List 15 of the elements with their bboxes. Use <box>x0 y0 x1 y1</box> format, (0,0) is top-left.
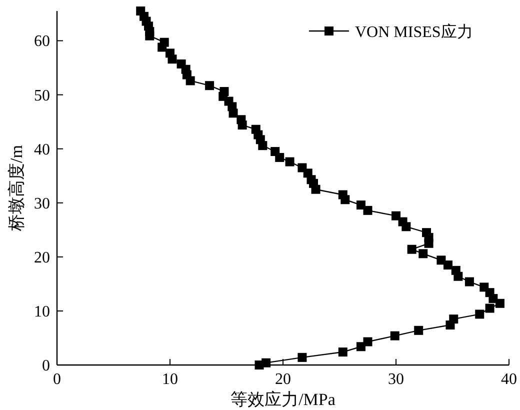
x-tick-label: 10 <box>162 371 178 388</box>
x-tick-label: 40 <box>501 371 517 388</box>
x-tick-label: 0 <box>53 371 61 388</box>
y-tick-label: 10 <box>34 303 50 320</box>
y-tick-label: 60 <box>34 33 50 50</box>
y-tick-label: 0 <box>42 358 50 374</box>
y-axis-title: 桥墩高度/m <box>7 145 26 232</box>
y-tick-label: 30 <box>34 195 50 212</box>
x-tick-label: 20 <box>275 371 291 388</box>
y-tick-label: 50 <box>34 87 50 104</box>
x-axis-title: 等效应力/MPa <box>230 390 336 409</box>
x-tick-label: 30 <box>388 371 404 388</box>
legend-label: VON MISES应力 <box>355 23 473 41</box>
y-tick-label: 20 <box>34 249 50 266</box>
y-tick-label: 40 <box>34 141 50 158</box>
